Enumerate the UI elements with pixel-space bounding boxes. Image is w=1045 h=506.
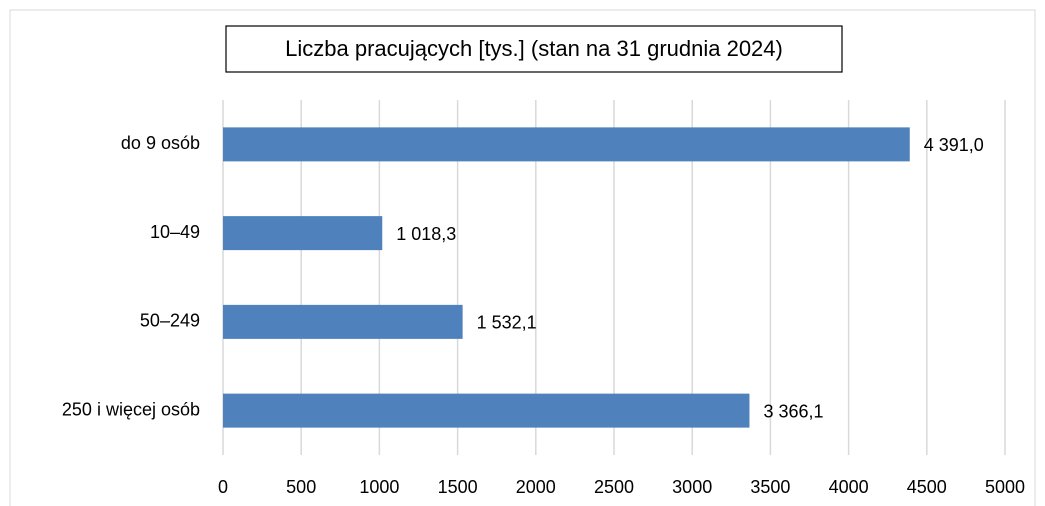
data-label: 3 366,1 bbox=[763, 401, 823, 421]
data-label: 4 391,0 bbox=[924, 135, 984, 155]
x-tick-label: 3000 bbox=[672, 477, 712, 497]
y-tick-label: do 9 osób bbox=[121, 133, 200, 153]
title-box bbox=[225, 25, 843, 73]
x-tick-label: 5000 bbox=[985, 477, 1025, 497]
x-tick-label: 4000 bbox=[829, 477, 869, 497]
data-label: 1 018,3 bbox=[396, 224, 456, 244]
y-tick-label: 250 i więcej osób bbox=[62, 399, 200, 419]
bar bbox=[223, 304, 463, 339]
chart-border bbox=[9, 9, 1036, 506]
bar bbox=[223, 216, 383, 251]
x-tick-label: 4500 bbox=[907, 477, 947, 497]
x-tick-label: 0 bbox=[218, 477, 228, 497]
y-tick-label: 50–249 bbox=[140, 311, 200, 331]
chart-title: Liczba pracujących [tys.] (stan na 31 gr… bbox=[285, 36, 783, 61]
x-tick-label: 1000 bbox=[359, 477, 399, 497]
x-tick-label: 1500 bbox=[438, 477, 478, 497]
data-label: 1 532,1 bbox=[477, 313, 537, 333]
x-tick-label: 2500 bbox=[594, 477, 634, 497]
y-tick-label: 10–49 bbox=[150, 222, 200, 242]
bar bbox=[223, 393, 750, 428]
x-tick-label: 2000 bbox=[516, 477, 556, 497]
bar bbox=[223, 127, 910, 162]
x-tick-label: 3500 bbox=[750, 477, 790, 497]
x-tick-label: 500 bbox=[286, 477, 316, 497]
